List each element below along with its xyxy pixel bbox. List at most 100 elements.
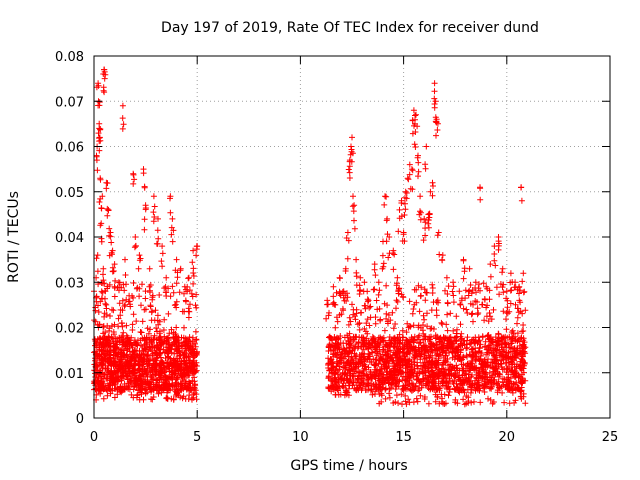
data-point (160, 327, 167, 333)
data-point (149, 352, 156, 359)
data-point (111, 394, 118, 401)
data-point (328, 360, 335, 367)
data-point (339, 376, 345, 382)
data-point (152, 357, 159, 364)
data-point (368, 386, 375, 393)
data-point (349, 347, 356, 354)
data-point (327, 344, 334, 350)
data-point (110, 374, 117, 381)
data-point (106, 281, 113, 288)
data-point (141, 365, 148, 372)
data-point (337, 372, 343, 379)
data-point (353, 364, 360, 370)
data-point (189, 345, 196, 352)
data-point (149, 294, 156, 301)
y-axis-tick-labels: 0 0.01 0.02 0.03 0.04 0.05 0.06 0.07 0.08 (55, 50, 84, 427)
data-point (124, 335, 131, 342)
data-point (161, 333, 168, 340)
data-point (161, 316, 168, 323)
data-point (444, 327, 451, 334)
data-point (337, 359, 344, 366)
data-point (98, 362, 105, 369)
data-point (97, 335, 104, 341)
data-point (96, 386, 103, 393)
data-point (100, 323, 107, 329)
data-point (139, 343, 146, 350)
data-point (142, 295, 149, 302)
data-point (367, 303, 374, 310)
data-point (148, 396, 154, 403)
data-point (161, 382, 168, 389)
data-point (124, 345, 131, 352)
data-point (111, 348, 118, 355)
data-point (136, 293, 143, 300)
data-point (160, 360, 167, 367)
data-point (487, 397, 494, 403)
data-point (334, 318, 341, 325)
data-point (120, 352, 127, 359)
data-point (95, 309, 102, 315)
data-point (177, 370, 184, 377)
data-point (352, 316, 359, 323)
data-point (146, 343, 153, 350)
data-point (136, 381, 142, 388)
data-point (402, 392, 409, 399)
data-point (127, 369, 133, 375)
data-point (147, 386, 153, 393)
data-point (111, 293, 118, 300)
data-point (328, 335, 335, 342)
data-point (351, 313, 358, 320)
data-point (155, 382, 162, 389)
data-point (329, 378, 336, 385)
data-point (163, 367, 170, 373)
data-point (130, 280, 137, 286)
data-point (346, 340, 353, 347)
data-point (352, 353, 359, 360)
data-point (150, 361, 157, 368)
data-point (371, 361, 378, 368)
data-point (153, 325, 160, 332)
data-point (369, 333, 376, 340)
data-point (509, 327, 516, 334)
data-point (158, 370, 165, 377)
data-point (119, 384, 126, 391)
data-point (365, 346, 372, 352)
data-point (128, 391, 135, 398)
data-point (145, 330, 152, 337)
data-point (355, 376, 362, 383)
data-point (179, 382, 186, 389)
data-point (111, 344, 118, 350)
data-point (185, 314, 192, 321)
data-point (346, 367, 352, 374)
data-point (134, 284, 141, 291)
data-point (503, 326, 510, 333)
y-tick-label: 0 (76, 412, 84, 427)
data-point (468, 311, 475, 318)
data-point (325, 375, 332, 382)
data-point (340, 380, 347, 387)
y-tick-label: 0.01 (55, 367, 84, 382)
data-point (151, 372, 157, 379)
data-point (172, 338, 179, 345)
data-point (148, 309, 155, 316)
data-point (332, 369, 339, 376)
data-point (106, 327, 113, 334)
data-point (353, 352, 360, 359)
data-point (173, 324, 180, 331)
data-point (124, 351, 130, 358)
data-point (346, 330, 353, 337)
data-point (369, 349, 376, 356)
data-point (127, 379, 134, 386)
data-point (163, 337, 170, 344)
data-point (476, 281, 482, 288)
data-point (339, 383, 346, 390)
data-point (109, 306, 115, 313)
data-point (351, 336, 358, 343)
data-point (148, 337, 155, 344)
data-point (122, 301, 129, 308)
data-point (363, 320, 370, 327)
data-point (459, 365, 466, 372)
data-point (193, 291, 200, 298)
y-tick-label: 0.07 (55, 95, 84, 110)
data-point (180, 371, 187, 378)
